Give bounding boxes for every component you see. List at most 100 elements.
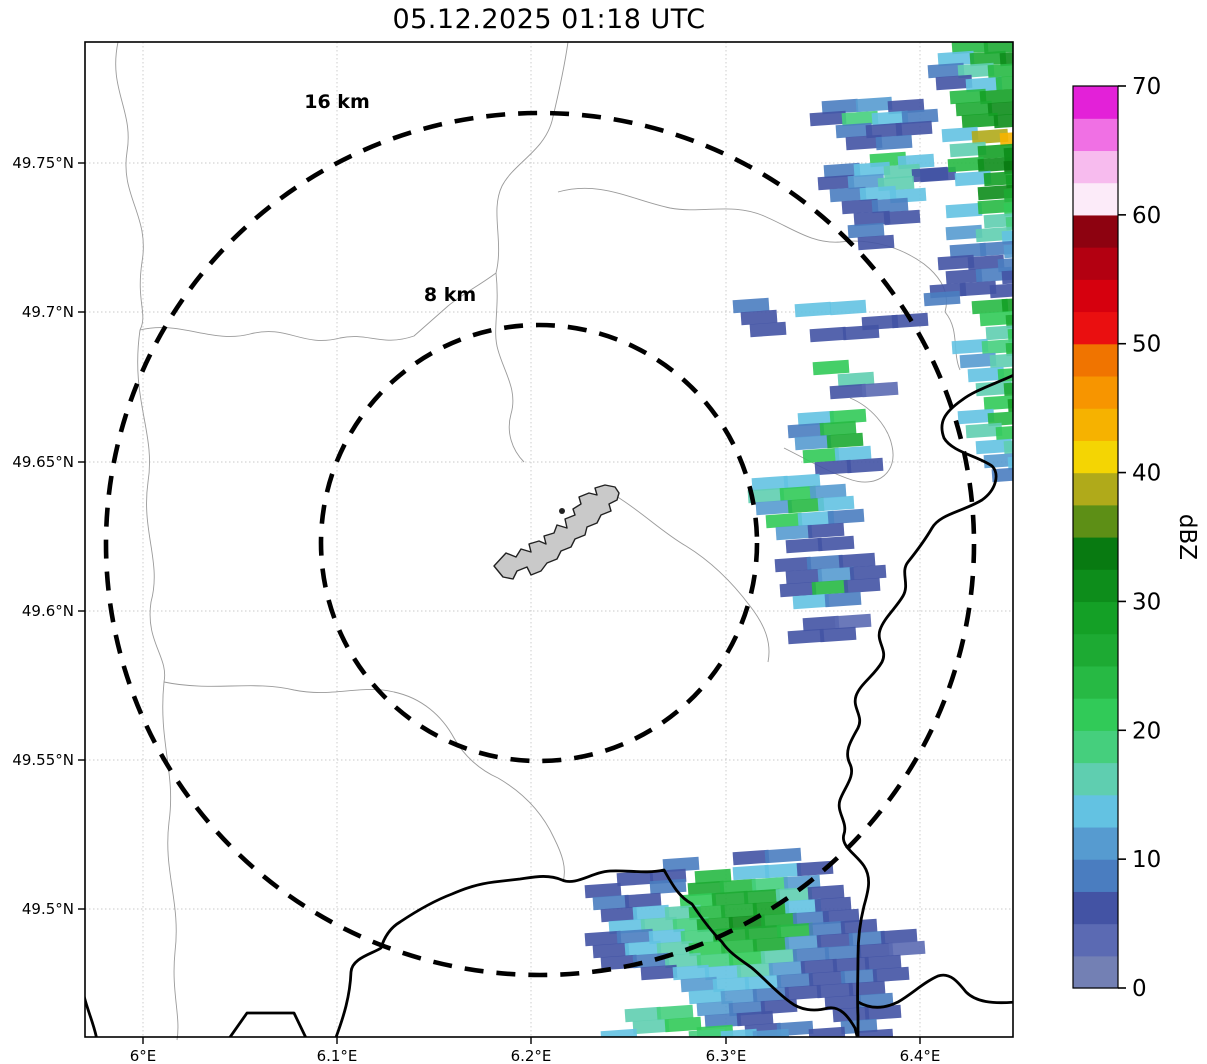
reflectivity-cell xyxy=(834,445,872,462)
reflectivity-cell xyxy=(764,847,802,864)
reflectivity-cell xyxy=(817,495,855,512)
reflectivity-cell xyxy=(679,892,717,909)
reflectivity-cell xyxy=(957,408,995,425)
reflectivity-cell xyxy=(949,88,987,105)
reflectivity-cell xyxy=(842,324,880,341)
reflectivity-cell xyxy=(883,209,921,226)
colorbar-segment xyxy=(1073,891,1118,925)
reflectivity-cell xyxy=(1003,242,1013,259)
colorbar-segment xyxy=(1073,826,1118,860)
reflectivity-cell xyxy=(829,383,867,400)
reflectivity-cell xyxy=(656,1004,694,1021)
reflectivity-cell xyxy=(664,1016,702,1033)
reflectivity-cell xyxy=(712,976,750,993)
reflectivity-cell xyxy=(648,928,686,945)
reflectivity-cell xyxy=(694,868,732,885)
reflectivity-cell xyxy=(895,120,933,137)
x-axis-tick-label: 6.2°E xyxy=(511,1047,552,1064)
reflectivity-cell xyxy=(797,510,835,527)
reflectivity-cell xyxy=(989,282,1013,299)
colorbar-segment xyxy=(1073,375,1118,409)
reflectivity-cell xyxy=(760,912,798,929)
reflectivity-cell xyxy=(806,554,844,571)
reflectivity-cell xyxy=(832,956,870,973)
reflectivity-cell xyxy=(959,352,997,369)
reflectivity-cell xyxy=(957,62,995,79)
axis-ticks-and-labels: 6°E 6.1°E 6.2°E 6.3°E 6.4°E 49.75°N 49.7°N 49.6… xyxy=(12,154,940,1064)
range-ring-label: 16 km xyxy=(304,91,370,113)
reflectivity-cell xyxy=(819,626,857,643)
reflectivity-cell xyxy=(875,134,913,151)
reflectivity-cell xyxy=(740,309,778,326)
colorbar-segment xyxy=(1073,955,1118,989)
reflectivity-cell xyxy=(853,161,891,178)
colorbar-segment xyxy=(1073,150,1118,184)
colorbar-segment xyxy=(1073,537,1118,570)
reflectivity-cell xyxy=(823,162,861,179)
reflectivity-cell xyxy=(720,988,758,1005)
reflectivity-cell xyxy=(796,860,834,877)
reflectivity-cell xyxy=(764,862,802,879)
reflectivity-cell xyxy=(965,422,1003,439)
reflectivity-cell xyxy=(983,452,1013,469)
radar-site-dot xyxy=(559,508,565,514)
reflectivity-cell xyxy=(632,904,670,921)
colorbar-segment xyxy=(1073,279,1118,313)
reflectivity-cell xyxy=(993,112,1013,129)
reflectivity-cell xyxy=(995,424,1013,441)
reflectivity-cell xyxy=(983,212,1013,229)
reflectivity-cell xyxy=(845,134,883,151)
reflectivity-cell xyxy=(861,381,899,398)
reflectivity-cell xyxy=(871,110,909,127)
reflectivity-cell xyxy=(736,1010,774,1027)
reflectivity-cell xyxy=(775,524,813,541)
reflectivity-cell xyxy=(794,434,832,451)
reflectivity-cell xyxy=(732,849,770,866)
reflectivity-cell xyxy=(811,579,849,596)
reflectivity-cell xyxy=(704,964,742,981)
reflectivity-cell xyxy=(816,982,854,999)
reflectivity-cell xyxy=(816,932,854,949)
reflectivity-cell xyxy=(814,896,852,913)
reflectivity-cell xyxy=(817,535,855,552)
reflectivity-cell xyxy=(983,394,1013,411)
colorbar-segment xyxy=(1073,730,1118,764)
reflectivity-cell xyxy=(787,497,825,514)
colorbar-segment xyxy=(1073,440,1118,474)
admin-boundary-line xyxy=(495,41,569,274)
admin-boundary-line xyxy=(115,41,144,331)
reflectivity-cell xyxy=(808,920,846,937)
reflectivity-cell xyxy=(829,299,867,316)
reflectivity-cell xyxy=(987,62,1013,79)
reflectivity-cell xyxy=(616,928,654,945)
reflectivity-cell xyxy=(880,928,918,945)
reflectivity-cell xyxy=(872,966,910,983)
reflectivity-cell xyxy=(728,950,766,967)
reflectivity-cell xyxy=(809,110,847,127)
airport-outline xyxy=(493,484,620,580)
range-ring xyxy=(103,110,977,978)
reflectivity-cell xyxy=(785,568,823,585)
reflectivity-cell xyxy=(965,76,1003,93)
reflectivity-cell xyxy=(704,1012,742,1029)
reflectivity-cell xyxy=(985,324,1013,341)
reflectivity-cell xyxy=(797,410,835,427)
colorbar-segment xyxy=(1073,923,1118,957)
reflectivity-cell xyxy=(829,408,867,425)
admin-boundary-line xyxy=(163,681,499,779)
reflectivity-cell xyxy=(808,1026,846,1037)
reflectivity-cell xyxy=(819,420,857,437)
reflectivity-cell xyxy=(837,371,875,388)
reflectivity-cell xyxy=(785,537,823,554)
reflectivity-cell xyxy=(765,512,803,529)
reflectivity-cell xyxy=(672,964,710,981)
colorbar-segment xyxy=(1073,633,1118,667)
admin-boundary-line xyxy=(944,311,961,371)
reflectivity-cell xyxy=(787,422,825,439)
reflectivity-cell xyxy=(864,1004,902,1021)
reflectivity-cell xyxy=(947,156,985,173)
range-ring-labels: 16 km 8 km xyxy=(304,91,476,306)
country-border-line xyxy=(334,868,859,1037)
reflectivity-cell xyxy=(967,254,1005,271)
reflectivity-cell xyxy=(744,924,782,941)
